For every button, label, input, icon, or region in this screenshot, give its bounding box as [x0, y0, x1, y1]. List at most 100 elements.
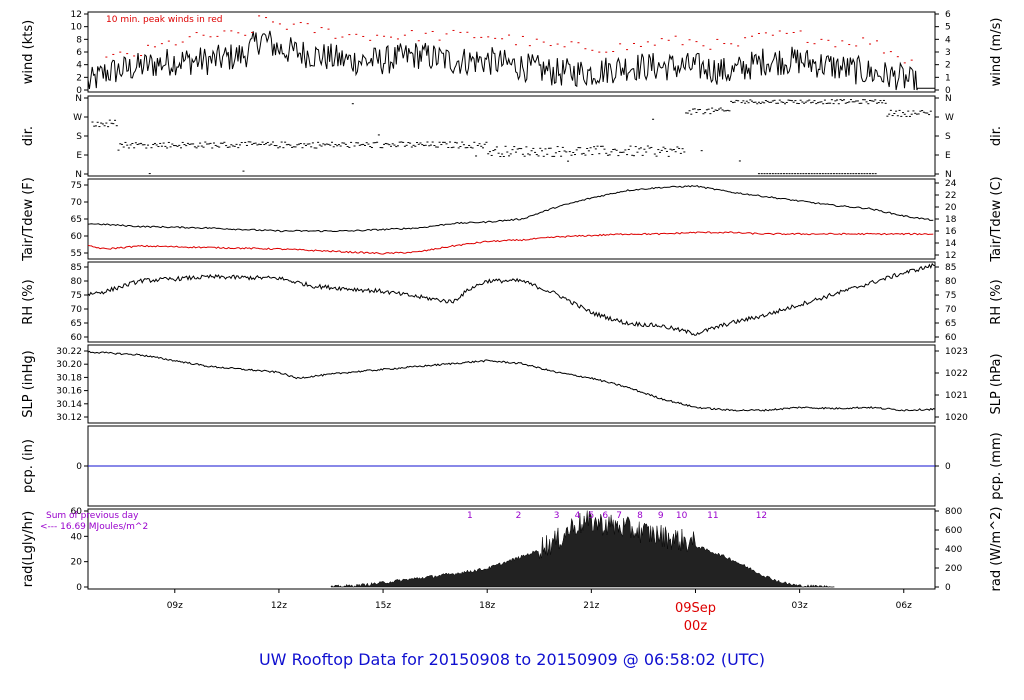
direction-point: [764, 100, 767, 102]
direction-point: [785, 173, 788, 175]
direction-point: [445, 143, 448, 145]
y-tick-label-rh: 65: [71, 319, 82, 329]
y-tick-label-slp: 30.20: [56, 360, 82, 370]
direction-point: [783, 103, 786, 105]
direction-point: [869, 99, 872, 101]
direction-point: [256, 144, 259, 146]
peak-wind-mark: [174, 44, 177, 46]
direction-point: [922, 111, 925, 113]
direction-point: [832, 173, 835, 175]
direction-point: [714, 109, 717, 111]
peak-wind-mark: [251, 31, 254, 33]
direction-point: [870, 100, 873, 102]
direction-point: [674, 151, 677, 153]
x-tick-label: 15z: [375, 601, 391, 611]
direction-point: [466, 147, 469, 149]
direction-point: [803, 102, 806, 104]
direction-point: [665, 150, 668, 152]
direction-point: [698, 109, 701, 111]
hour-mark: 11: [707, 511, 718, 521]
y-tick-label-wind: 12: [71, 10, 82, 20]
direction-point: [266, 141, 269, 143]
direction-point: [216, 145, 219, 147]
hour-mark: 4: [575, 511, 581, 521]
peak-wind-mark: [230, 30, 233, 32]
peak-wind-mark: [834, 46, 837, 48]
direction-point: [181, 141, 184, 143]
y-tick-label-right-wind: 3: [945, 48, 951, 58]
direction-point: [638, 148, 641, 150]
direction-point: [769, 173, 772, 175]
direction-point: [386, 143, 389, 145]
direction-point: [337, 144, 340, 146]
y-tick-label-rh: 85: [71, 263, 82, 273]
peak-wind-mark: [751, 35, 754, 37]
x-tick-label: 21z: [583, 601, 599, 611]
direction-point: [426, 141, 429, 143]
direction-point: [422, 145, 425, 147]
direction-point: [657, 149, 660, 151]
peak-wind-mark: [320, 27, 323, 29]
direction-point: [596, 145, 599, 147]
direction-point: [617, 155, 620, 157]
direction-point: [816, 102, 819, 104]
x-tick-label: 12z: [271, 601, 287, 611]
direction-point: [268, 144, 271, 146]
direction-point: [462, 144, 465, 146]
direction-point: [233, 145, 236, 147]
direction-point: [363, 144, 366, 146]
direction-point: [211, 147, 214, 149]
y-tick-label-slp: 30.22: [56, 347, 82, 357]
peak-wind-mark: [140, 55, 143, 57]
direction-point: [655, 155, 658, 157]
direction-point: [100, 122, 103, 124]
direction-point: [751, 100, 754, 102]
direction-point: [197, 145, 200, 147]
direction-point: [313, 147, 316, 149]
peak-wind-mark: [466, 31, 469, 33]
direction-point: [107, 126, 110, 128]
peak-wind-mark: [778, 30, 781, 32]
peak-wind-mark: [584, 48, 587, 50]
direction-point: [525, 146, 528, 148]
y-tick-label-slp: 30.14: [56, 400, 82, 410]
peak-wind-mark: [396, 38, 399, 40]
direction-point: [98, 126, 101, 128]
direction-point: [577, 147, 580, 149]
direction-point: [199, 142, 202, 144]
x-date-sub: 00z: [684, 619, 708, 634]
direction-point: [91, 121, 94, 123]
y-tick-label-right-pcp: 0: [945, 462, 951, 472]
peak-wind-mark: [521, 35, 524, 37]
direction-point: [553, 155, 556, 157]
direction-point: [193, 146, 196, 148]
peak-wind-mark: [785, 32, 788, 34]
direction-point: [440, 144, 443, 146]
y-tick-label-temp: 75: [71, 181, 82, 191]
direction-point: [824, 173, 827, 175]
direction-point: [247, 141, 250, 143]
direction-point: [771, 173, 774, 175]
panel-frame-slp: [87, 344, 936, 424]
peak-wind-mark: [341, 36, 344, 38]
direction-point: [704, 112, 707, 114]
direction-point: [818, 101, 821, 103]
direction-point: [855, 100, 858, 102]
direction-point: [678, 147, 681, 149]
direction-point: [823, 99, 826, 101]
direction-point: [598, 153, 601, 155]
hour-mark: 2: [516, 511, 522, 521]
direction-point: [284, 141, 287, 143]
direction-point: [816, 173, 819, 175]
direction-point: [900, 115, 903, 117]
direction-point: [645, 151, 648, 153]
peak-wind-mark: [556, 43, 559, 45]
peak-wind-mark: [126, 53, 129, 55]
direction-point: [572, 151, 575, 153]
direction-point: [852, 173, 855, 175]
direction-point: [554, 152, 557, 154]
direction-point: [353, 145, 356, 147]
direction-point: [761, 101, 764, 103]
direction-point: [388, 144, 391, 146]
direction-point: [377, 134, 380, 136]
